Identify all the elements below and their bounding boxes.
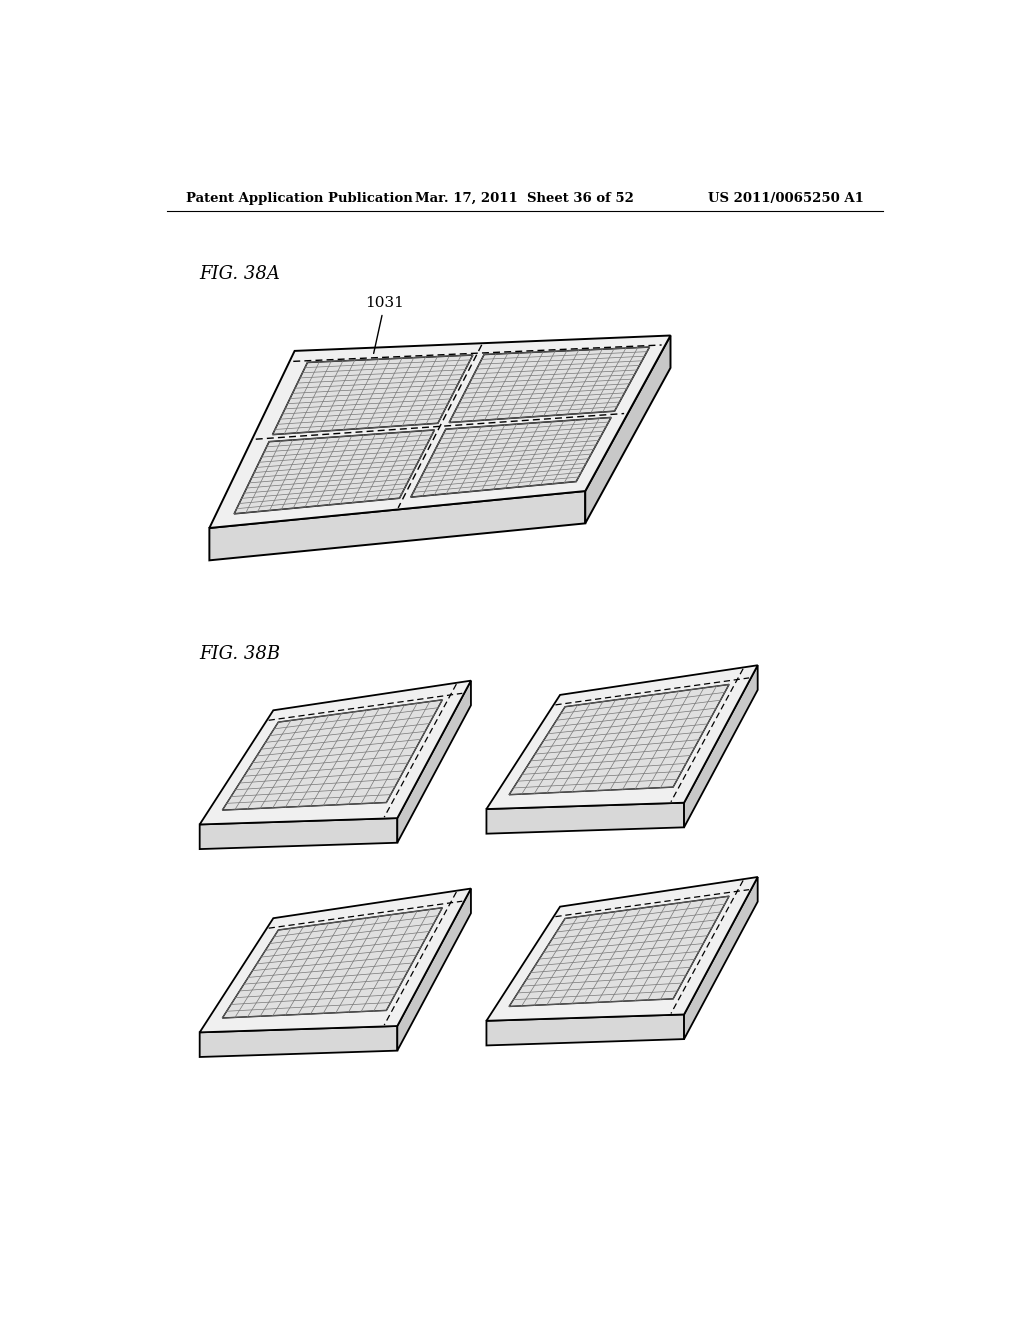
Polygon shape (209, 335, 671, 528)
Polygon shape (200, 1026, 397, 1057)
Polygon shape (509, 896, 729, 1006)
Polygon shape (200, 681, 471, 825)
Polygon shape (486, 1015, 684, 1045)
Text: Mar. 17, 2011  Sheet 36 of 52: Mar. 17, 2011 Sheet 36 of 52 (416, 191, 634, 205)
Polygon shape (450, 347, 649, 422)
Polygon shape (209, 491, 586, 560)
Polygon shape (397, 888, 471, 1051)
Polygon shape (200, 888, 471, 1032)
Text: 1031: 1031 (366, 296, 404, 354)
Polygon shape (411, 417, 611, 498)
Text: FIG. 38B: FIG. 38B (200, 644, 281, 663)
Text: US 2011/0065250 A1: US 2011/0065250 A1 (709, 191, 864, 205)
Text: Patent Application Publication: Patent Application Publication (186, 191, 413, 205)
Polygon shape (222, 908, 442, 1018)
Polygon shape (486, 665, 758, 809)
Polygon shape (397, 681, 471, 842)
Polygon shape (222, 700, 442, 810)
Polygon shape (509, 685, 729, 795)
Polygon shape (684, 876, 758, 1039)
Text: FIG. 38A: FIG. 38A (200, 265, 281, 282)
Polygon shape (486, 876, 758, 1020)
Polygon shape (234, 430, 434, 513)
Polygon shape (272, 355, 473, 434)
Polygon shape (200, 818, 397, 849)
Polygon shape (684, 665, 758, 828)
Polygon shape (486, 803, 684, 834)
Polygon shape (586, 335, 671, 524)
